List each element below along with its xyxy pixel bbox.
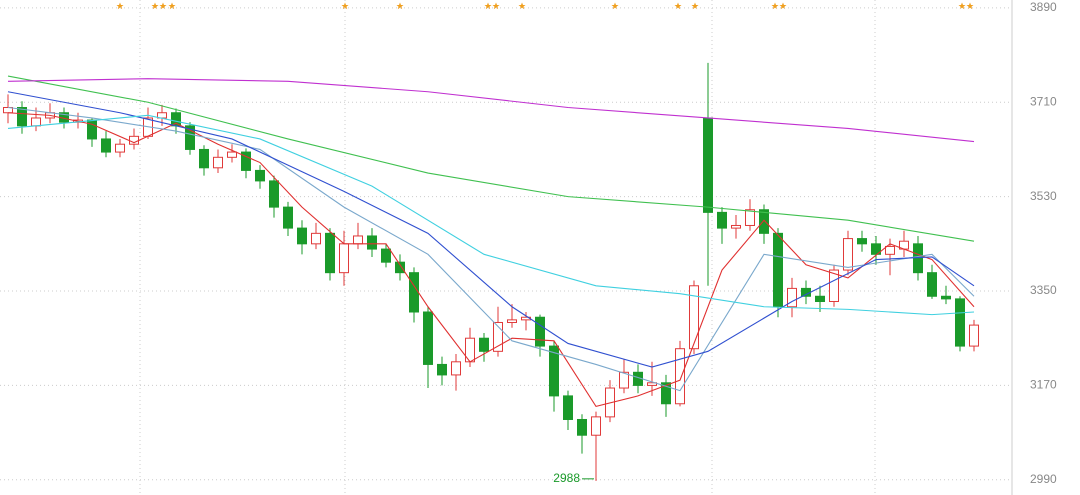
candle-body — [115, 143, 125, 153]
candle-body — [871, 243, 881, 255]
candle-body — [759, 209, 769, 234]
candle-body — [255, 169, 265, 182]
candle-body — [577, 418, 587, 436]
candle-body — [787, 287, 797, 308]
candle-body — [227, 151, 237, 158]
candle-body — [367, 235, 377, 250]
candle-body — [689, 285, 699, 350]
candle-body — [339, 243, 349, 274]
candle-body — [493, 321, 503, 352]
candle-body — [843, 238, 853, 271]
candle-body — [171, 112, 181, 127]
candle-body — [969, 324, 979, 347]
candle-body — [395, 261, 405, 274]
candle-body — [409, 272, 419, 313]
y-tick-label: 3350 — [1030, 283, 1057, 297]
y-tick-label: 3170 — [1030, 378, 1057, 392]
candle-body — [773, 232, 783, 308]
candle-body — [199, 148, 209, 169]
candle-body — [717, 211, 727, 229]
candle-body — [661, 382, 671, 405]
candle-body — [619, 371, 629, 389]
candle-body — [381, 248, 391, 263]
candle-body — [885, 245, 895, 255]
candle-body — [269, 180, 279, 208]
candle-body — [325, 232, 335, 274]
ma-line — [7, 78, 975, 143]
ma-line — [7, 75, 975, 242]
candle-body — [437, 363, 447, 376]
candle-body — [535, 316, 545, 347]
grid-vertical — [139, 0, 876, 495]
ma-line — [7, 91, 975, 368]
candle-body — [591, 416, 601, 436]
candle-body — [241, 151, 251, 171]
candle-body — [563, 395, 573, 420]
annotation-label: 2988 — [553, 471, 580, 485]
candle-body — [745, 209, 755, 226]
candle-body — [703, 117, 713, 213]
candle-body — [507, 319, 517, 323]
candle-body — [353, 235, 363, 245]
candle-body — [941, 295, 951, 300]
y-tick-label: 3530 — [1030, 189, 1057, 203]
candle-body — [101, 138, 111, 153]
candle-body — [479, 337, 489, 352]
candle-body — [213, 156, 223, 169]
candle-body — [549, 345, 559, 397]
candle-body — [829, 269, 839, 303]
candle-body — [31, 117, 41, 127]
candle-body — [423, 311, 433, 365]
y-tick-label: 2990 — [1030, 472, 1057, 486]
ma-line — [7, 106, 975, 392]
candle-body — [451, 361, 461, 376]
candle-body — [185, 125, 195, 150]
y-tick-label: 3890 — [1030, 0, 1057, 14]
y-tick-label: 3710 — [1030, 94, 1057, 108]
candle-body — [731, 224, 741, 229]
candle-body — [955, 298, 965, 347]
candle-body — [283, 206, 293, 229]
candle-body — [311, 232, 321, 245]
candle-body — [675, 348, 685, 405]
candle-body — [647, 382, 657, 386]
ma-line — [7, 112, 975, 408]
candle-body — [297, 227, 307, 245]
candle-body — [815, 295, 825, 303]
ma-line — [7, 114, 975, 316]
candle-body — [857, 238, 867, 245]
candle-body — [17, 106, 27, 127]
candle-body — [927, 272, 937, 297]
candle-body — [87, 119, 97, 140]
